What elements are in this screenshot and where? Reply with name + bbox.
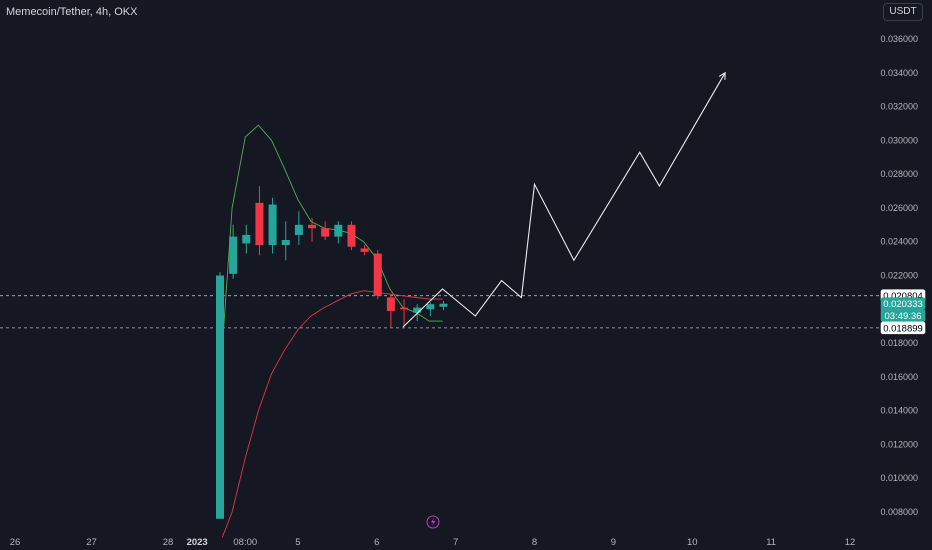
x-tick-label: 2023: [187, 537, 208, 548]
price-tag-text: 03:49:36: [885, 311, 922, 322]
y-tick-label: 0.036000: [880, 34, 918, 44]
y-tick-label: 0.030000: [880, 135, 918, 145]
projection-path: [402, 72, 726, 328]
lightning-icon: [426, 515, 440, 529]
projection-arrow-head: [718, 71, 726, 80]
x-tick-label: 9: [611, 537, 616, 548]
price-tag-box: [880, 321, 926, 335]
y-tick-label: 0.016000: [880, 372, 918, 382]
candle-body: [229, 236, 238, 274]
y-tick-label: 0.034000: [880, 68, 918, 78]
level-price-tag-lower: 0.018899: [880, 321, 926, 335]
x-tick-label: 26: [10, 537, 21, 548]
x-tick-label: 8: [532, 537, 537, 548]
candle-body: [400, 307, 409, 310]
candle-body: [242, 234, 251, 244]
x-tick-label: 10: [687, 537, 698, 548]
candle-body: [321, 228, 330, 237]
y-tick-label: 0.026000: [880, 203, 918, 213]
x-tick-label: 6: [374, 537, 379, 548]
x-tick-label: 12: [845, 537, 856, 548]
x-tick-label: 08:00: [233, 537, 257, 548]
x-tick-label: 11: [766, 537, 776, 548]
candle-body: [294, 224, 303, 235]
candle-body: [360, 248, 369, 252]
chart-title: Memecoin/Tether, 4h, OKX: [6, 6, 138, 18]
y-tick-label: 0.014000: [880, 406, 918, 416]
candle-body: [255, 202, 264, 246]
y-tick-label: 0.022000: [880, 271, 918, 281]
x-tick-label: 27: [86, 537, 97, 548]
candle-body: [439, 303, 448, 307]
candle-body: [268, 204, 277, 246]
fast-moving-average-line: [218, 124, 443, 394]
candle-body: [216, 275, 224, 519]
candle-body: [281, 240, 290, 246]
price-tag-text: 0.020333: [883, 299, 923, 310]
y-tick-label: 0.024000: [880, 237, 918, 247]
y-tick-label: 0.028000: [880, 169, 918, 179]
slow-moving-average-line: [221, 290, 443, 538]
candle-body: [347, 224, 356, 247]
currency-button[interactable]: USDT: [883, 3, 923, 21]
x-tick-label: 28: [163, 537, 174, 548]
y-tick-label: 0.012000: [880, 439, 918, 449]
y-tick-label: 0.032000: [880, 102, 918, 112]
price-tag-text: 0.018899: [883, 323, 923, 334]
candle-body: [426, 304, 435, 310]
y-tick-label: 0.018000: [880, 338, 918, 348]
price-tag-text: 0.020804: [883, 291, 923, 302]
x-tick-label: 7: [453, 537, 458, 548]
countdown-tag: 03:49:36: [880, 309, 926, 322]
candle-body: [413, 307, 422, 313]
candle-body: [386, 297, 395, 311]
candle-body: [334, 224, 343, 237]
y-tick-label: 0.008000: [880, 507, 918, 517]
candle-body: [308, 224, 317, 229]
candle-body: [373, 253, 382, 296]
y-tick-label: 0.010000: [880, 473, 918, 483]
x-tick-label: 5: [295, 537, 300, 548]
last-price-tag: 0.020333: [880, 297, 926, 310]
